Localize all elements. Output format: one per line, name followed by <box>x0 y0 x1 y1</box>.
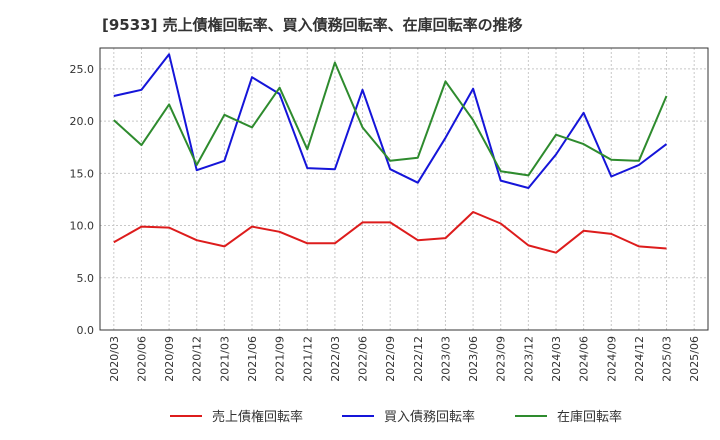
legend-label: 買入債務回転率 <box>384 409 475 425</box>
x-tick-label: 2023/03 <box>439 336 452 382</box>
y-tick-label: 25.0 <box>70 63 95 76</box>
x-tick-label: 2021/09 <box>274 336 287 382</box>
y-axis-ticks: 0.0 5.0 10.0 15.0 20.0 25.0 <box>70 63 95 337</box>
x-tick-label: 2024/03 <box>550 336 563 382</box>
x-tick-label: 2020/03 <box>108 336 121 382</box>
x-axis-ticks: 2020/03 2020/06 2020/09 2020/12 2021/03 2021/… <box>108 336 701 382</box>
y-tick-label: 5.0 <box>77 272 95 285</box>
x-tick-label: 2025/03 <box>661 336 674 382</box>
chart-title: [9533] 売上債権回転率、買入債務回転率、在庫回転率の推移 <box>102 16 523 34</box>
x-tick-label: 2024/09 <box>605 336 618 382</box>
y-tick-label: 0.0 <box>77 324 95 337</box>
x-tick-label: 2020/06 <box>135 336 148 382</box>
y-tick-label: 20.0 <box>70 115 95 128</box>
x-tick-label: 2020/12 <box>191 336 204 382</box>
x-tick-label: 2023/09 <box>495 336 508 382</box>
grid-lines <box>100 48 708 331</box>
x-tick-label: 2023/06 <box>467 336 480 382</box>
legend: 売上債権回転率 買入債務回転率 在庫回転率 <box>170 409 622 425</box>
x-tick-label: 2022/06 <box>357 336 370 382</box>
legend-label: 在庫回転率 <box>557 409 622 425</box>
series-line <box>113 61 668 177</box>
y-tick-label: 10.0 <box>70 220 95 233</box>
y-tick-label: 15.0 <box>70 167 95 180</box>
x-tick-label: 2023/12 <box>522 336 535 382</box>
x-tick-label: 2024/06 <box>578 336 591 382</box>
x-tick-label: 2022/09 <box>384 336 397 382</box>
series-line <box>113 211 667 254</box>
x-tick-label: 2020/09 <box>163 336 176 382</box>
series-line <box>113 53 668 189</box>
x-tick-label: 2025/06 <box>688 336 701 382</box>
series-lines <box>113 53 668 254</box>
x-tick-label: 2022/03 <box>329 336 342 382</box>
x-tick-label: 2024/12 <box>633 336 646 382</box>
x-tick-label: 2022/12 <box>412 336 425 382</box>
x-tick-label: 2021/06 <box>246 336 259 382</box>
legend-label: 売上債権回転率 <box>212 409 303 425</box>
x-tick-label: 2021/12 <box>301 336 314 382</box>
plot-area <box>99 47 709 331</box>
x-tick-label: 2021/03 <box>218 336 231 382</box>
